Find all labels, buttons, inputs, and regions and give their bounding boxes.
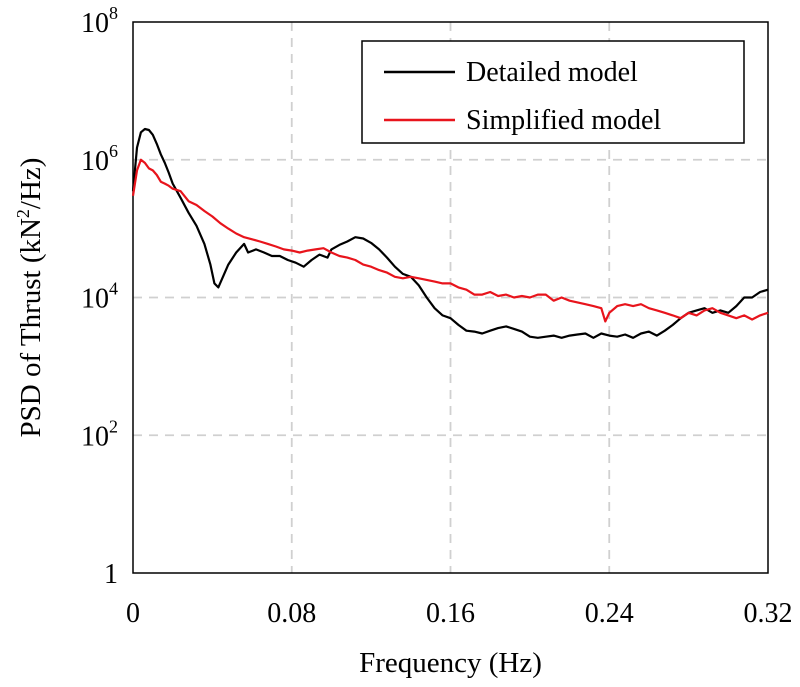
y-tick-label: 102	[81, 416, 118, 452]
legend-box	[361, 40, 745, 144]
x-tick-label: 0.16	[426, 598, 475, 629]
legend: Detailed model Simplified model	[361, 40, 745, 144]
y-tick-label: 104	[81, 279, 118, 315]
legend-label-detailed: Detailed model	[466, 57, 638, 88]
series-line-detailed	[131, 127, 769, 339]
x-axis-label: Frequency (Hz)	[359, 647, 542, 679]
legend-label-simplified: Simplified model	[466, 105, 661, 136]
plot-area-border	[132, 21, 769, 574]
x-tick-label: 0.32	[744, 598, 793, 629]
x-tick-label: 0	[126, 598, 140, 629]
grid-lines	[133, 22, 768, 573]
y-axis-label-sup: 2	[13, 209, 33, 218]
y-tick-label: 108	[81, 3, 118, 39]
x-tick-labels: 0 0.08 0.16 0.24 0.32	[126, 598, 793, 629]
x-tick-label: 0.24	[585, 598, 634, 629]
y-tick-label: 106	[81, 141, 118, 177]
y-axis-label-suffix: /Hz)	[15, 158, 47, 210]
series-line-simplified	[131, 158, 769, 323]
series-layer	[131, 127, 769, 339]
y-axis-label: PSD of Thrust (kN2/Hz)	[13, 158, 47, 438]
y-tick-label: 1	[104, 559, 118, 590]
x-tick-label: 0.08	[267, 598, 316, 629]
y-tick-labels: 1 102 104 106 108	[81, 3, 118, 590]
y-axis-label-prefix: PSD of Thrust (kN	[15, 218, 47, 437]
